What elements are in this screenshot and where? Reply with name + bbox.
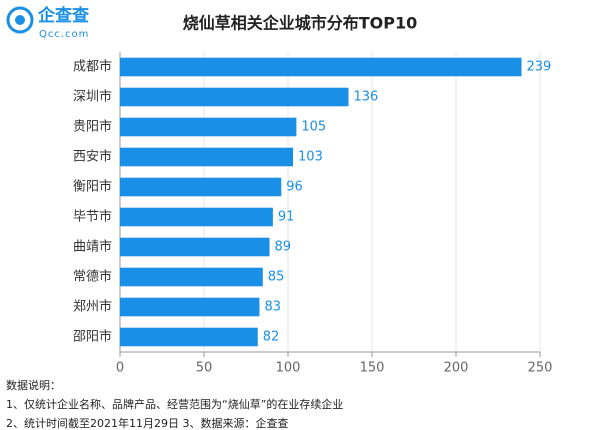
y-tick-label: 贵阳市 <box>73 119 112 135</box>
bar <box>120 177 282 197</box>
bar <box>120 57 522 77</box>
x-tick-label: 200 <box>444 361 469 376</box>
y-tick-label: 常德市 <box>73 269 112 285</box>
x-tick-label: 0 <box>116 361 124 376</box>
x-tick-label: 50 <box>196 361 213 376</box>
y-tick-label: 衡阳市 <box>73 179 112 195</box>
bar <box>120 267 263 287</box>
y-tick-label: 曲靖市 <box>73 239 112 255</box>
value-label: 96 <box>286 180 303 195</box>
bar <box>120 297 260 317</box>
bar <box>120 147 294 167</box>
bar <box>120 327 258 347</box>
value-label: 89 <box>275 240 292 255</box>
chart-title: 烧仙草相关企业城市分布TOP10 <box>183 14 418 33</box>
value-label: 91 <box>278 210 295 225</box>
logo-domain: Qcc.com <box>39 29 89 40</box>
y-tick-label: 西安市 <box>73 149 112 165</box>
y-tick-label: 郑州市 <box>73 299 112 315</box>
logo-icon <box>6 6 34 34</box>
value-label: 103 <box>298 150 323 165</box>
logo-name: 企查查 <box>37 5 90 26</box>
value-label: 105 <box>301 120 326 135</box>
y-tick-label: 邵阳市 <box>73 329 112 345</box>
x-tick-label: 250 <box>528 361 553 376</box>
x-tick-label: 100 <box>276 361 301 376</box>
bar <box>120 237 270 257</box>
bar <box>120 117 297 137</box>
logo-icon-dot <box>15 15 25 25</box>
note: 1、仅统计企业名称、品牌产品、经营范围为“烧仙草”的在业存续企业 <box>6 397 343 411</box>
value-label: 82 <box>263 330 280 345</box>
note: 数据说明： <box>6 378 61 392</box>
y-tick-label: 成都市 <box>73 59 112 75</box>
value-label: 85 <box>268 270 285 285</box>
value-label: 83 <box>264 300 281 315</box>
value-label: 136 <box>353 90 378 105</box>
bar <box>120 87 349 107</box>
y-tick-label: 毕节市 <box>73 209 112 225</box>
y-tick-label: 深圳市 <box>73 89 112 105</box>
bar <box>120 207 273 227</box>
logo: 企查查 Qcc.com <box>6 5 90 40</box>
value-label: 239 <box>527 60 552 75</box>
note: 2、统计时间截至2021年11月29日 3、数据来源：企查查 <box>6 416 288 430</box>
x-tick-label: 150 <box>360 361 385 376</box>
